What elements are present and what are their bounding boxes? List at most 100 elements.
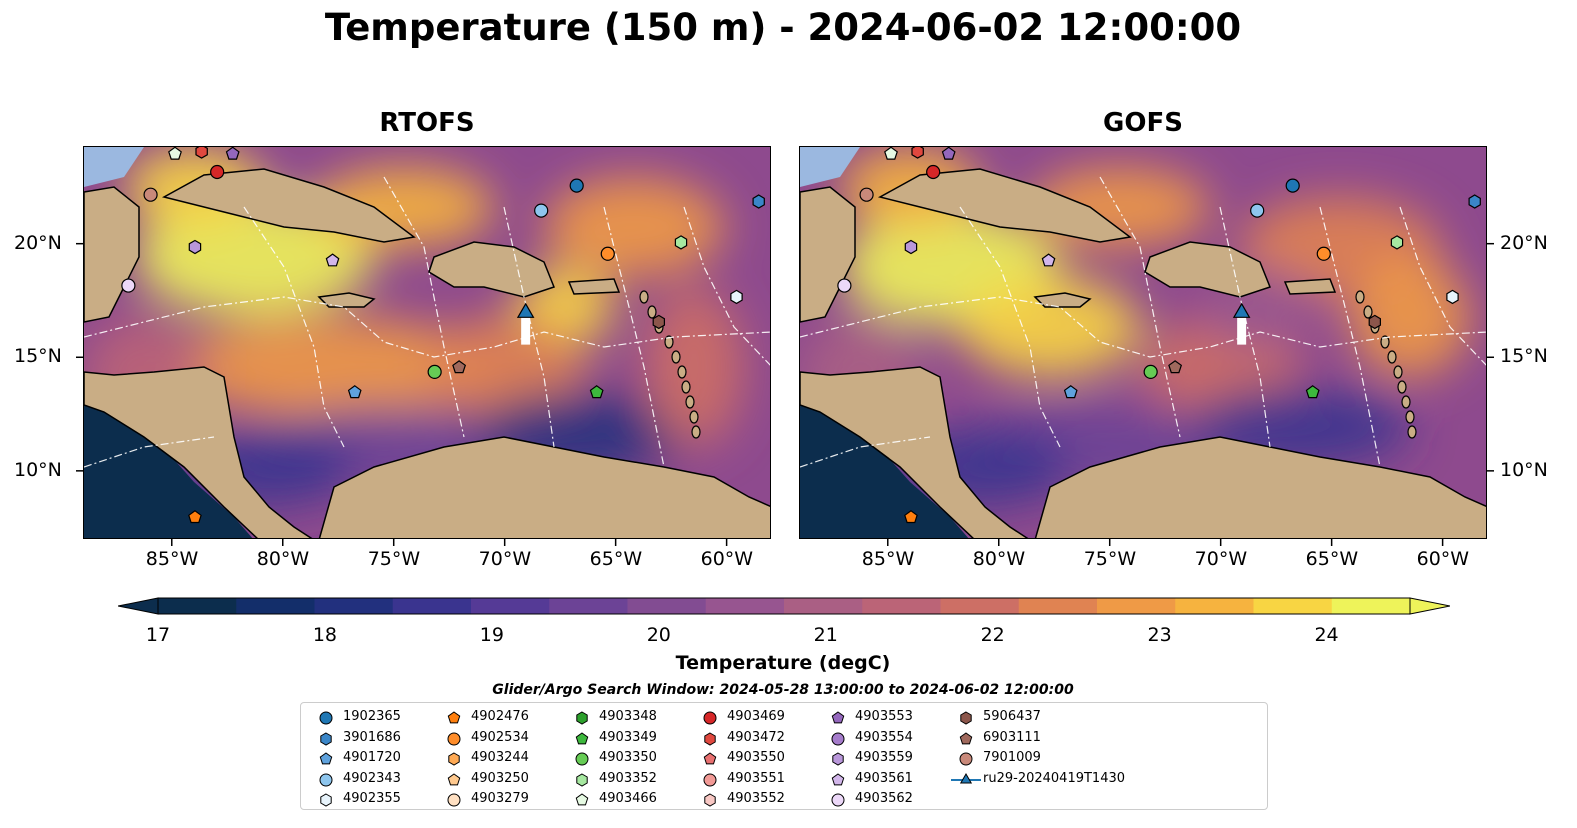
- land-puerto-rico: [567, 278, 621, 295]
- eez-boundary: [959, 206, 1061, 448]
- eez-boundary: [800, 296, 1486, 358]
- legend-label: 6903111: [983, 729, 1041, 745]
- float-4903561[interactable]: [1041, 253, 1056, 267]
- float-3901686[interactable]: [1468, 194, 1481, 209]
- legend-marker-icon: [447, 793, 461, 807]
- legend-label: 4903244: [471, 750, 529, 765]
- lon-tick-label: 60°W: [700, 548, 754, 570]
- float-4903352[interactable]: [1390, 235, 1404, 250]
- float-4903350[interactable]: [1143, 364, 1158, 379]
- land-antilles-island: [639, 290, 649, 304]
- land-jamaica: [317, 292, 376, 308]
- map-panel-gofs[interactable]: [799, 146, 1487, 539]
- float-4903562[interactable]: [837, 278, 852, 293]
- land-antilles-island: [1405, 410, 1415, 424]
- float-4903352[interactable]: [674, 235, 688, 250]
- float-4903559[interactable]: [904, 239, 918, 255]
- float-4901720[interactable]: [1063, 385, 1078, 399]
- legend-label: 7901009: [983, 750, 1041, 765]
- eez-boundary: [383, 176, 465, 438]
- float-4903469[interactable]: [926, 164, 941, 180]
- lat-tick-label: 15°N: [1500, 345, 1548, 368]
- legend-marker-icon: [576, 772, 588, 787]
- float-3901686[interactable]: [752, 194, 765, 209]
- colorbar-segment: [705, 598, 785, 614]
- float-4903561[interactable]: [325, 253, 340, 267]
- land-hispaniola: [1144, 241, 1271, 298]
- colorbar-tick-label: 22: [980, 624, 1005, 646]
- legend-label: 4903562: [855, 791, 913, 806]
- float-4903553[interactable]: [941, 147, 956, 160]
- land-antilles-island: [1380, 335, 1390, 349]
- colorbar-tick-label: 24: [1314, 624, 1339, 646]
- legend-label: 4903553: [855, 709, 913, 724]
- legend: 1902365 3901686 4901720 4902343 4902355 49024…: [300, 702, 1268, 810]
- legend-marker-icon: [575, 752, 589, 766]
- lat-tick-label: 20°N: [14, 231, 62, 254]
- float-4902355[interactable]: [1446, 289, 1459, 305]
- float-4902343[interactable]: [534, 203, 549, 218]
- float-4902534[interactable]: [1316, 246, 1331, 261]
- float-4903559[interactable]: [188, 239, 202, 255]
- colorbar-segment: [1253, 598, 1333, 614]
- legend-marker-icon: [831, 732, 845, 745]
- land-antilles-island: [1355, 290, 1365, 304]
- legend-label: 4902343: [343, 770, 401, 786]
- colorbar-segment: [1331, 598, 1411, 614]
- legend-label: 4903550: [727, 750, 785, 765]
- figure-title: Temperature (150 m) - 2024-06-02 12:00:0…: [324, 6, 1242, 49]
- colorbar-segment: [1097, 598, 1176, 614]
- lon-tick-label: 80°W: [972, 548, 1026, 570]
- float-4903472[interactable]: [911, 147, 924, 159]
- map-panel-rtofs[interactable]: [83, 146, 771, 539]
- float-5906437[interactable]: [652, 314, 666, 330]
- float-5906437[interactable]: [1368, 314, 1382, 330]
- shelf-water: [800, 147, 860, 187]
- colorbar-segment: [940, 598, 1020, 614]
- float-4903562[interactable]: [121, 278, 136, 293]
- float-4903472[interactable]: [195, 147, 208, 159]
- legend-marker-icon: [319, 711, 333, 725]
- lat-tick-label: 15°N: [14, 345, 62, 368]
- float-6903111[interactable]: [1168, 360, 1183, 374]
- legend-marker-icon: [320, 731, 332, 746]
- float-4902534[interactable]: [600, 246, 615, 261]
- eez-boundary: [84, 436, 215, 468]
- land-yucatan: [800, 186, 856, 323]
- colorbar-tick-label: 20: [646, 624, 671, 646]
- legend-marker-icon: [319, 773, 333, 786]
- float-7901009[interactable]: [859, 187, 874, 202]
- float-4902343[interactable]: [1250, 203, 1265, 218]
- float-4903350[interactable]: [427, 364, 442, 379]
- float-4902476[interactable]: [904, 510, 918, 524]
- float-4902355[interactable]: [730, 289, 743, 305]
- float-4903466[interactable]: [884, 147, 898, 160]
- float-4902476[interactable]: [188, 510, 202, 524]
- float-1902365[interactable]: [569, 178, 584, 193]
- float-4903349[interactable]: [589, 385, 604, 399]
- land-antilles-island: [1407, 425, 1417, 439]
- legend-marker-icon: [831, 772, 845, 785]
- float-4901720[interactable]: [347, 385, 362, 399]
- float-4903349[interactable]: [1305, 385, 1320, 399]
- float-4903466[interactable]: [168, 147, 182, 160]
- colorbar-segment: [1175, 598, 1254, 614]
- legend-marker-icon: [832, 752, 844, 766]
- eez-boundary: [1099, 176, 1181, 438]
- float-4903553[interactable]: [225, 147, 240, 160]
- float-4903469[interactable]: [210, 164, 225, 180]
- panel-title-gofs: GOFS: [1103, 108, 1183, 138]
- eez-boundary: [84, 296, 770, 358]
- glider-marker[interactable]: [516, 302, 535, 318]
- float-6903111[interactable]: [452, 360, 467, 374]
- float-1902365[interactable]: [1285, 178, 1300, 193]
- lon-tick-label: 75°W: [367, 548, 421, 570]
- legend-label: 4903551: [727, 770, 785, 786]
- eez-boundary: [1399, 206, 1486, 366]
- pacific-ocean: [84, 402, 253, 538]
- float-7901009[interactable]: [143, 187, 158, 202]
- land-yucatan: [84, 186, 140, 323]
- legend-label: 4903352: [599, 770, 657, 786]
- glider-marker[interactable]: [1232, 302, 1251, 318]
- legend-label: ru29-20240419T1430: [983, 770, 1126, 786]
